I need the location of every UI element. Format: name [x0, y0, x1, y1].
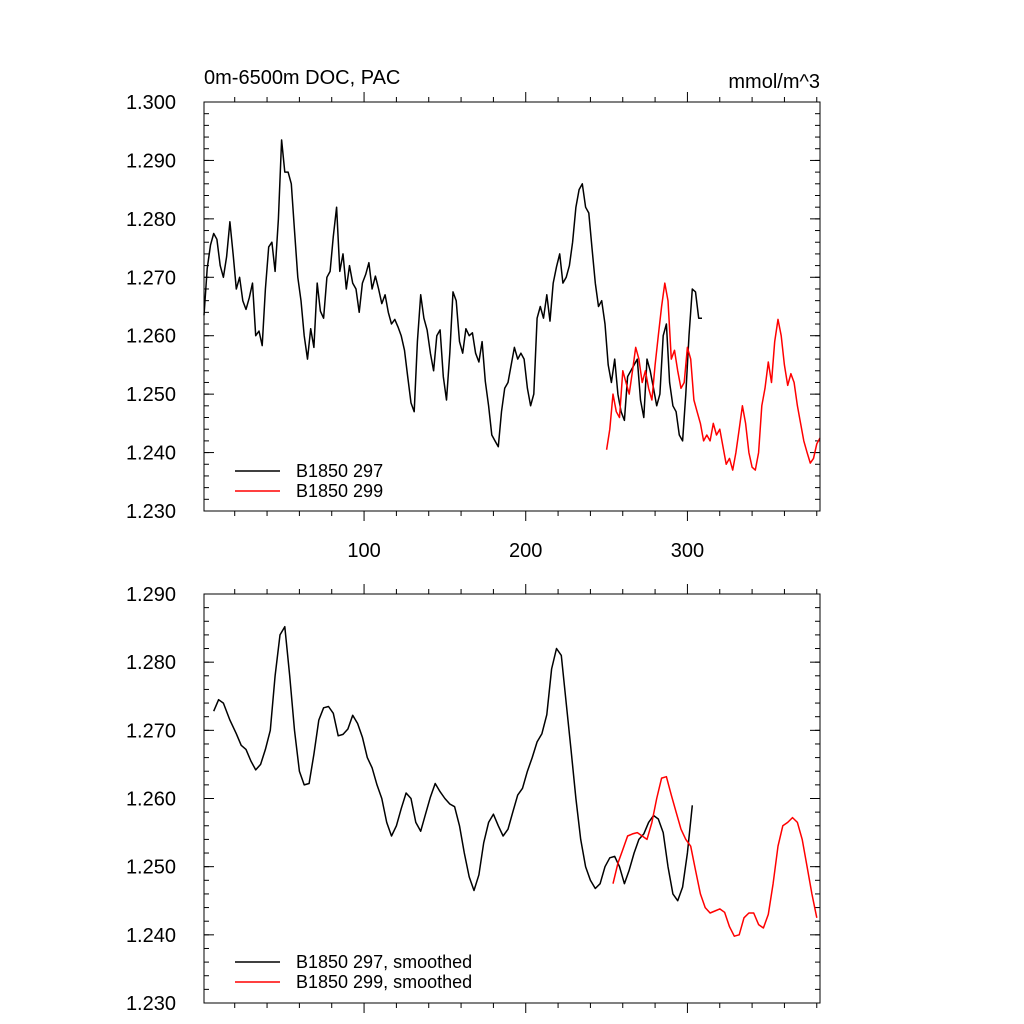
top-legend: B1850 297 B1850 299	[235, 461, 383, 501]
y-tick-label: 1.280	[126, 209, 176, 231]
y-tick-label: 1.280	[126, 652, 176, 674]
bottom-plot-frame	[203, 593, 821, 1004]
top-plot-frame	[203, 101, 821, 512]
y-tick-label: 1.230	[126, 501, 176, 523]
y-tick-label: 1.240	[126, 925, 176, 947]
series-line-b1850-299-smoothed	[612, 775, 818, 937]
units-label: mmol/m^3	[728, 71, 820, 93]
top-panel: 0m-6500m DOC, PAC mmol/m^3 1.300 1.290 1.2…	[126, 67, 821, 562]
legend-label-b1850-299-smoothed: B1850 299, smoothed	[296, 972, 472, 992]
x-tick-label: 100	[347, 540, 380, 562]
y-tick-label: 1.270	[126, 267, 176, 289]
y-tick-label: 1.230	[126, 993, 176, 1015]
y-tick-label: 1.270	[126, 720, 176, 742]
y-tick-label: 1.300	[126, 92, 176, 114]
legend-label-b1850-299: B1850 299	[296, 481, 383, 501]
chart-title: 0m-6500m DOC, PAC	[204, 67, 400, 89]
top-plot-area: 1.300 1.290 1.280 1.270 1.260 1.250 1.240 1.230…	[126, 92, 821, 562]
bottom-legend: B1850 297, smoothed B1850 299, smoothed	[235, 952, 472, 992]
legend-label-b1850-297-smoothed: B1850 297, smoothed	[296, 952, 472, 972]
y-tick-label: 1.290	[126, 584, 176, 606]
series-line-b1850-299	[605, 282, 821, 471]
series-line-b1850-297	[203, 139, 702, 448]
legend-label-b1850-297: B1850 297	[296, 461, 383, 481]
y-tick-label: 1.260	[126, 789, 176, 811]
y-tick-label: 1.290	[126, 150, 176, 172]
x-tick-label: 300	[671, 540, 704, 562]
x-tick-label: 200	[509, 540, 542, 562]
y-tick-label: 1.250	[126, 857, 176, 879]
y-tick-label: 1.250	[126, 384, 176, 406]
bottom-plot-area: 1.290 1.280 1.270 1.260 1.250 1.240 1.230	[126, 584, 820, 1015]
y-tick-label: 1.240	[126, 443, 176, 465]
y-tick-label: 1.260	[126, 326, 176, 348]
series-line-b1850-297-smoothed	[213, 625, 694, 902]
bottom-panel: 1.290 1.280 1.270 1.260 1.250 1.240 1.230 B185…	[126, 584, 821, 1015]
